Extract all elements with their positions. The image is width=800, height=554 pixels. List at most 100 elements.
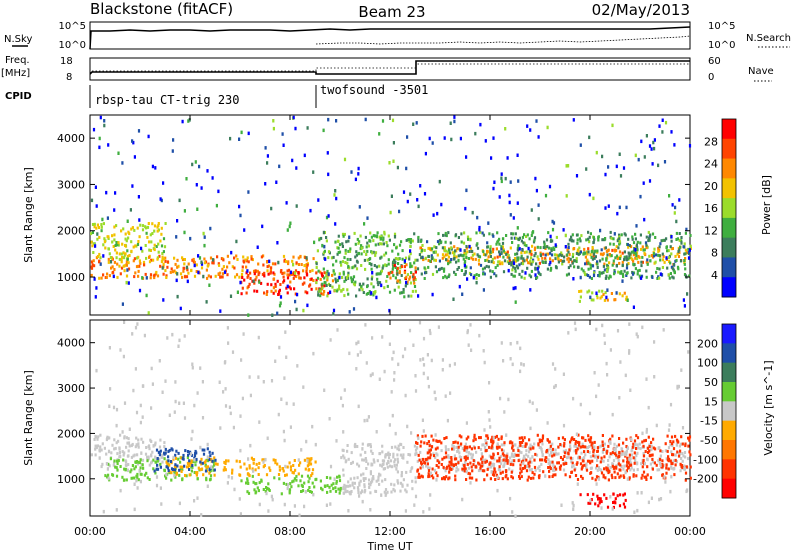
data-cell — [132, 259, 135, 263]
data-cell — [113, 447, 116, 451]
data-cell — [463, 464, 466, 468]
data-cell — [391, 357, 394, 361]
data-cell — [124, 252, 127, 256]
data-cell — [247, 457, 250, 461]
data-cell — [398, 271, 401, 275]
data-cell — [106, 475, 109, 479]
data-cell — [444, 240, 447, 244]
data-cell — [323, 484, 326, 488]
data-cell — [553, 453, 556, 457]
data-cell — [189, 452, 193, 456]
colorbar-tick-label: -15 — [700, 415, 718, 428]
data-cell — [193, 260, 196, 264]
data-cell — [239, 465, 242, 469]
data-cell — [417, 204, 420, 209]
data-cell — [107, 143, 110, 147]
data-cell — [107, 436, 110, 440]
data-cell — [132, 454, 135, 458]
data-cell — [170, 447, 173, 451]
data-cell — [263, 274, 266, 278]
data-cell — [149, 233, 152, 237]
data-cell — [453, 245, 456, 249]
data-cell — [522, 257, 525, 261]
data-cell — [632, 262, 635, 266]
data-cell — [96, 444, 99, 448]
data-cell — [617, 443, 621, 447]
data-cell — [200, 513, 203, 517]
data-cell — [440, 441, 443, 445]
data-cell — [391, 118, 395, 123]
data-cell — [537, 257, 540, 261]
data-cell — [584, 273, 587, 277]
data-cell — [592, 236, 595, 240]
data-cell — [567, 256, 570, 260]
data-cell — [514, 269, 517, 273]
data-cell — [588, 275, 591, 279]
nsky-label: N.Sky — [4, 34, 32, 45]
data-cell — [464, 442, 467, 446]
data-cell — [355, 267, 359, 271]
data-cell — [173, 410, 176, 414]
data-cell — [149, 249, 152, 252]
data-cell — [434, 265, 437, 269]
data-cell — [372, 234, 375, 238]
data-cell — [171, 149, 174, 153]
data-cell — [622, 474, 625, 478]
data-cell — [141, 228, 145, 232]
data-cell — [641, 431, 644, 436]
data-cell — [337, 234, 340, 238]
data-cell — [465, 265, 468, 269]
data-cell — [454, 462, 457, 466]
data-cell — [599, 460, 602, 464]
data-cell — [125, 274, 129, 278]
data-cell — [402, 190, 406, 194]
data-cell — [624, 498, 627, 502]
data-cell — [203, 261, 207, 265]
data-cell — [272, 291, 275, 295]
data-cell — [516, 258, 519, 262]
colorbar-tick-label: 4 — [711, 269, 718, 282]
data-cell — [530, 468, 533, 471]
data-cell — [107, 476, 110, 481]
data-cell — [575, 462, 578, 466]
data-cell — [416, 434, 419, 438]
data-cell — [482, 349, 485, 353]
data-cell — [683, 464, 686, 468]
data-cell — [393, 288, 396, 292]
data-cell — [397, 481, 400, 485]
data-cell — [561, 259, 564, 263]
data-cell — [361, 499, 364, 504]
cpid-segment-2: twofsound -3501 — [320, 83, 428, 97]
data-cell — [213, 468, 216, 472]
data-cell — [548, 453, 551, 457]
data-cell — [166, 265, 169, 269]
data-cell — [670, 435, 674, 439]
data-cell — [535, 453, 539, 457]
data-cell — [166, 462, 169, 466]
data-cell — [209, 226, 212, 231]
data-cell — [663, 475, 666, 479]
data-cell — [121, 255, 124, 259]
data-cell — [557, 445, 560, 449]
data-cell — [246, 490, 249, 494]
data-cell — [114, 244, 117, 247]
data-cell — [262, 263, 265, 267]
data-cell — [125, 263, 128, 267]
data-cell — [569, 440, 572, 444]
data-cell — [325, 215, 329, 220]
data-cell — [687, 247, 690, 251]
data-cell — [523, 241, 526, 245]
data-cell — [368, 486, 371, 489]
data-cell — [356, 476, 359, 480]
data-cell — [555, 467, 558, 471]
data-cell — [600, 471, 604, 475]
data-cell — [245, 481, 248, 485]
data-cell — [608, 253, 611, 256]
data-cell — [357, 491, 360, 495]
data-cell — [663, 260, 666, 264]
data-cell — [671, 462, 674, 466]
data-cell — [653, 375, 656, 379]
data-cell — [345, 459, 348, 463]
data-cell — [298, 463, 301, 467]
data-cell — [396, 470, 399, 474]
